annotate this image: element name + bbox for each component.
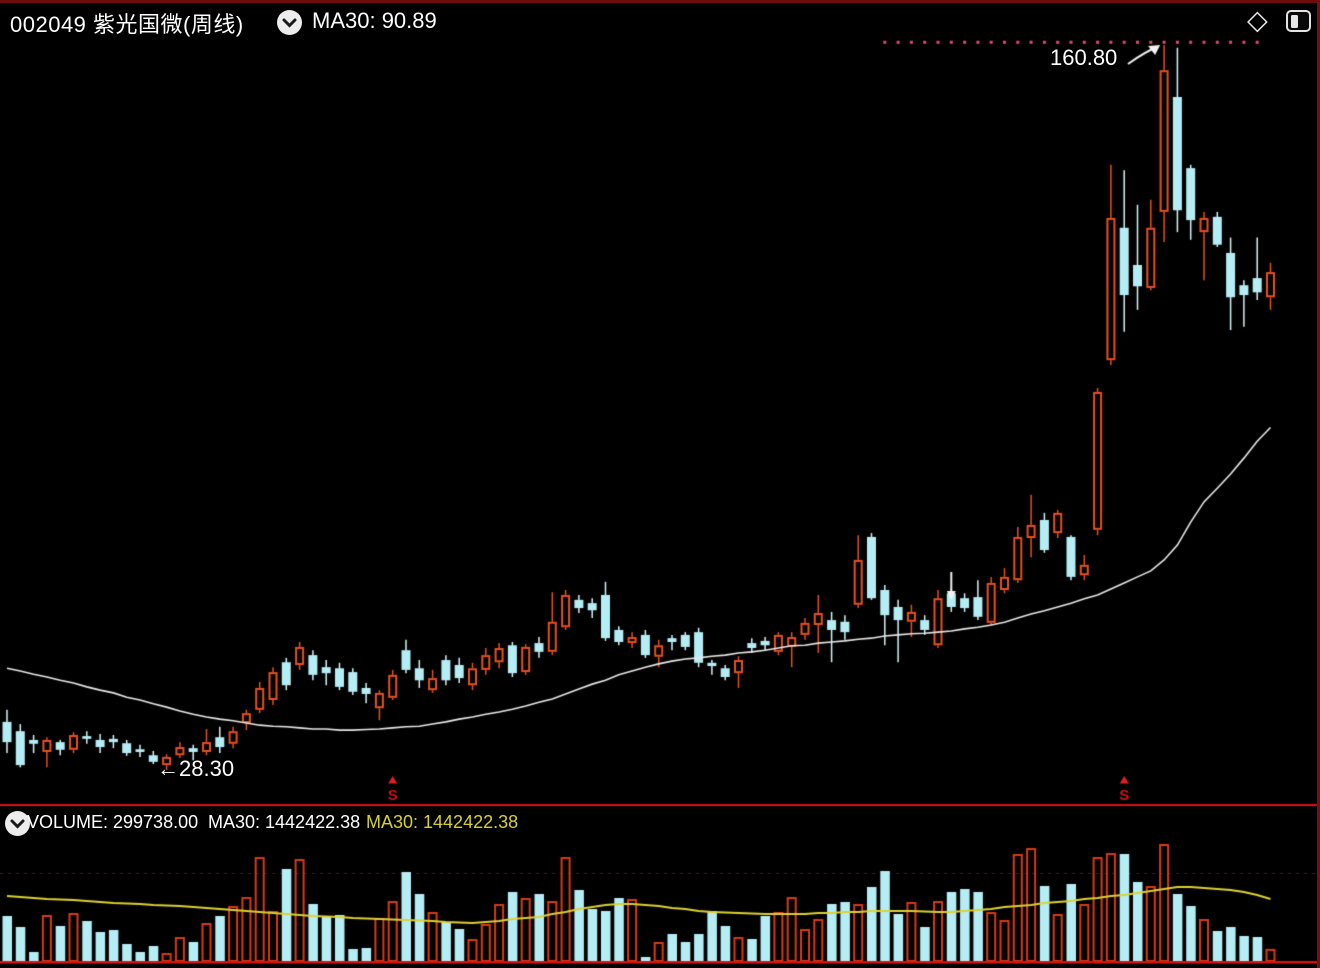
panel-toggle-icon[interactable]	[1286, 10, 1311, 32]
low-price-label: ←28.30	[157, 756, 235, 781]
ma30-price-readout: MA30: 90.89	[312, 8, 437, 33]
high-price-label: 160.80	[1050, 45, 1118, 70]
chevron-down-icon[interactable]	[276, 9, 303, 36]
volume-readout: VOLUME: 299738.00	[27, 812, 199, 832]
panel-toggle-fill	[1291, 14, 1298, 28]
volume-ma30-readout-yellow: MA30: 1442422.38	[366, 812, 519, 832]
window-right-border	[1317, 0, 1320, 968]
diamond-icon[interactable]: ◇	[1247, 5, 1268, 35]
chevron-down-icon[interactable]	[4, 810, 31, 837]
volume-ma30-readout: MA30: 1442422.38	[208, 812, 361, 832]
stock-title: 002049 紫光国微(周线)	[10, 12, 244, 37]
window-top-border	[0, 0, 1320, 3]
